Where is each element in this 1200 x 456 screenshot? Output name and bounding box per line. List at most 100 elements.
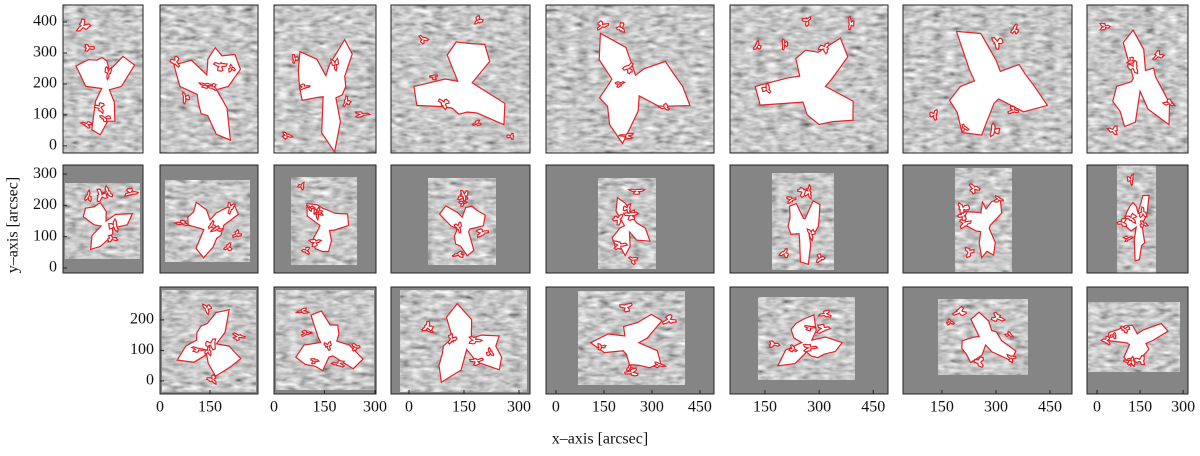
x-tick-label: 300 — [363, 399, 387, 416]
flux-region — [618, 302, 633, 313]
flux-region — [75, 18, 92, 32]
y-tick-label: 300 — [33, 44, 57, 61]
flux-region — [803, 183, 812, 201]
flux-region — [205, 373, 217, 386]
flux-region — [993, 195, 1005, 203]
flux-region — [804, 324, 816, 332]
flux-region — [753, 39, 763, 51]
flux-region — [623, 367, 639, 377]
flux-region — [1126, 355, 1136, 368]
flux-region — [1109, 331, 1118, 340]
flux-region — [468, 335, 484, 345]
flux-region — [1006, 353, 1017, 364]
flux-region — [1119, 325, 1131, 334]
panel-frame — [159, 4, 259, 154]
x-tick-label: 450 — [861, 399, 885, 416]
flux-region — [957, 201, 971, 216]
flux-region — [973, 356, 985, 369]
panel-frame — [902, 286, 1073, 395]
flux-region — [173, 46, 242, 142]
flux-region — [990, 36, 1004, 51]
panel-frame — [390, 286, 531, 395]
flux-region — [123, 187, 140, 197]
flux-region — [1099, 22, 1112, 31]
flux-region — [945, 318, 956, 326]
flux-region — [956, 210, 969, 222]
flux-region — [1099, 335, 1111, 346]
flux-region — [1127, 59, 1139, 75]
flux-region — [330, 57, 340, 73]
flux-region — [622, 202, 632, 215]
flux-region — [438, 205, 486, 257]
flux-region — [787, 199, 821, 266]
flux-region — [597, 342, 607, 351]
flux-region — [1003, 330, 1015, 338]
flux-region — [1161, 98, 1177, 107]
panel-frame — [729, 164, 889, 274]
flux-region — [228, 63, 237, 74]
x-tick-label: 150 — [930, 399, 954, 416]
flux-region — [323, 340, 332, 352]
flux-region — [475, 228, 490, 239]
flux-region — [84, 188, 92, 203]
flux-region — [172, 219, 190, 227]
x-tick-label: 150 — [592, 399, 616, 416]
flux-region — [354, 111, 372, 119]
flux-region — [108, 217, 119, 233]
flux-region — [989, 121, 1001, 138]
flux-region — [305, 204, 317, 213]
flux-region — [298, 83, 311, 91]
y-tick-label: 200 — [130, 311, 154, 328]
flux-region — [961, 311, 1017, 364]
flux-region — [204, 344, 212, 357]
flux-region — [457, 200, 469, 208]
flux-region — [471, 119, 483, 127]
x-tick-label: 300 — [984, 399, 1008, 416]
flux-region — [662, 314, 678, 325]
flux-region — [222, 242, 233, 252]
panel-frame — [545, 286, 715, 395]
flux-region — [1139, 220, 1150, 229]
flux-region — [93, 102, 105, 115]
flux-region — [232, 228, 243, 239]
x-tick-label: 0 — [270, 399, 278, 416]
x-tick-label: 300 — [640, 399, 664, 416]
flux-region — [281, 131, 295, 140]
flux-region — [778, 248, 790, 259]
flux-region — [206, 82, 218, 91]
panel-frame — [902, 164, 1073, 274]
x-tick-label: 150 — [312, 399, 336, 416]
flux-region — [485, 346, 495, 357]
flux-region — [611, 196, 651, 257]
flux-region — [788, 344, 799, 353]
flux-region — [614, 81, 626, 88]
flux-region — [292, 53, 299, 65]
flux-region — [657, 102, 671, 111]
flux-region — [1006, 105, 1020, 115]
flux-region — [652, 361, 668, 369]
panel-frame — [729, 4, 889, 154]
flux-region — [960, 123, 970, 133]
panel-frame — [1086, 4, 1189, 154]
flux-region — [785, 196, 797, 205]
y-tick-label: 0 — [49, 259, 57, 276]
flux-region — [459, 189, 469, 202]
flux-region — [227, 201, 236, 215]
flux-region — [205, 338, 217, 351]
flux-region — [1151, 50, 1166, 60]
x-tick-label: 450 — [1038, 399, 1062, 416]
flux-region — [190, 346, 208, 354]
flux-region — [598, 32, 691, 145]
flux-region — [1124, 212, 1138, 225]
panel-frame — [902, 4, 1073, 154]
flux-region — [104, 65, 112, 82]
x-tick-label: 0 — [552, 399, 560, 416]
flux-region — [209, 225, 225, 233]
panel-frame — [159, 286, 259, 395]
y-tick-label: 0 — [49, 137, 57, 154]
flux-region — [310, 357, 321, 365]
x-tick-label: 300 — [1171, 399, 1195, 416]
flux-region — [329, 360, 346, 368]
y-tick-label: 100 — [33, 227, 57, 244]
flux-region — [817, 309, 832, 318]
